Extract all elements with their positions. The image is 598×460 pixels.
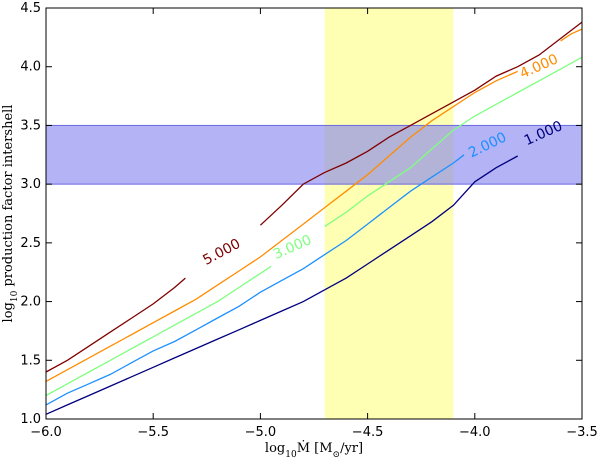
x-axis-label-sun: ⊙: [333, 450, 341, 460]
contour-line-2.000: [45, 154, 465, 406]
contour-line-4.000: [560, 28, 583, 42]
y-axis-label: log10 production factor intershell: [1, 105, 20, 323]
y-tick-label: 4.0: [20, 60, 41, 75]
y-tick-label: 1.5: [20, 353, 41, 368]
plot-frame: [45, 7, 583, 420]
x-tick-label: −5.5: [137, 425, 169, 440]
vertical-band: [324, 8, 454, 419]
y-tick-label: 2.5: [20, 236, 41, 251]
contour-line-1.000: [45, 155, 519, 415]
y-tick-label: 3.5: [20, 118, 41, 133]
x-tick-label: −4.5: [352, 425, 384, 440]
x-axis-label-var: Ṁ [M: [297, 439, 333, 456]
contour-line-3.000: [324, 56, 583, 227]
x-axis-label: log10Ṁ [M⊙/yr]: [265, 439, 363, 460]
contour-label-4.000: 4.000: [518, 51, 561, 82]
y-axis-label-prefix: log: [1, 302, 16, 322]
y-tick-label: 2.0: [20, 295, 41, 310]
x-axis-label-prefix: log: [265, 441, 285, 456]
contour-line-5.000: [259, 21, 583, 226]
y-axis-label-sub: 10: [10, 290, 20, 302]
contour-line-4.000: [45, 70, 518, 382]
horizontal-band: [45, 124, 583, 185]
x-tick-label: −4.0: [459, 425, 491, 440]
contour-lines: [45, 21, 583, 415]
x-axis-label-sub: 10: [285, 450, 297, 460]
contour-label-3.000: 3.000: [271, 232, 314, 263]
y-tick-label: 1.0: [20, 412, 41, 427]
y-tick-label: 4.5: [20, 1, 41, 16]
y-tick-label: 3.0: [20, 177, 41, 192]
x-tick-label: −3.5: [566, 425, 598, 440]
contour-line-3.000: [45, 265, 272, 397]
contour-line-5.000: [45, 277, 186, 373]
axis-ticks: −6.0 −5.5 −5.0 −4.5 −4.0 −3.5 1.0 1.5 2.0 2.5 3.0 3…: [20, 1, 597, 440]
x-tick-label: −5.0: [245, 425, 277, 440]
y-axis-label-rest: production factor intershell: [1, 105, 16, 291]
contour-label-5.000: 5.000: [200, 236, 243, 269]
shaded-bands: [45, 8, 583, 419]
x-axis-label-suffix: /yr]: [340, 441, 363, 456]
x-tick-label: −6.0: [30, 425, 62, 440]
